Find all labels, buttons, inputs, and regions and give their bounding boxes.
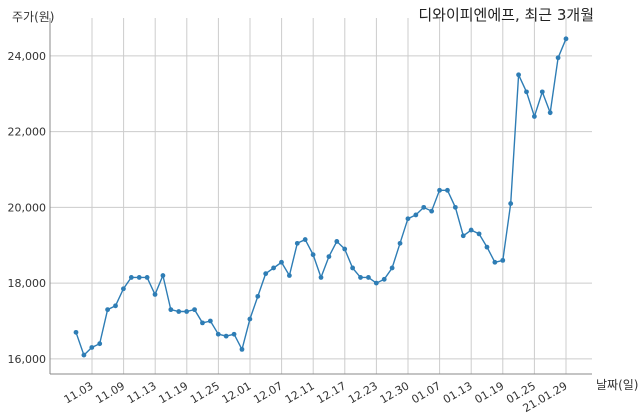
data-point	[152, 292, 158, 297]
data-point	[184, 309, 190, 314]
x-tick-label: 11.25	[188, 379, 222, 406]
data-point	[89, 345, 95, 350]
data-point	[421, 204, 427, 210]
data-point	[539, 89, 545, 95]
x-tick-label: 11.03	[62, 379, 96, 406]
y-tick-label: 20,000	[8, 201, 47, 214]
axes	[49, 18, 592, 375]
data-point	[247, 316, 253, 322]
data-point	[445, 187, 450, 193]
data-point	[516, 72, 521, 78]
data-point	[484, 244, 490, 250]
data-point	[334, 239, 340, 244]
data-point	[231, 331, 237, 337]
data-point	[215, 331, 221, 337]
x-tick-labels: 11.0311.0911.1311.1911.2512.0112.0712.11…	[62, 379, 570, 414]
x-tick-label: 01.13	[441, 379, 475, 406]
data-point	[476, 231, 482, 237]
data-point	[373, 280, 379, 286]
data-point	[294, 240, 300, 246]
data-point	[223, 333, 229, 339]
x-tick-label: 11.19	[157, 379, 191, 406]
data-point	[326, 254, 332, 259]
data-point	[255, 293, 261, 299]
data-point	[207, 318, 213, 324]
x-tick-label: 12.23	[346, 379, 380, 406]
data-point	[105, 307, 111, 313]
grid-lines	[50, 18, 592, 374]
data-point	[239, 346, 245, 352]
data-point	[555, 55, 561, 61]
data-point	[500, 257, 506, 263]
data-point	[192, 307, 197, 313]
x-tick-label: 12.17	[315, 379, 349, 406]
x-tick-label: 01.19	[473, 379, 507, 406]
data-point	[310, 252, 316, 258]
data-point	[381, 276, 387, 282]
y-tick-labels: 16,000 18,000 20,000 22,000 24,000	[8, 50, 47, 366]
data-point	[468, 227, 474, 233]
data-point	[492, 259, 498, 265]
data-point	[460, 233, 466, 239]
data-point	[176, 309, 182, 314]
x-tick-label: 11.09	[93, 379, 127, 406]
data-point	[342, 246, 348, 252]
x-tick-label: 12.30	[378, 379, 412, 406]
price-series	[73, 36, 569, 358]
data-point	[279, 259, 284, 265]
data-point	[508, 201, 514, 206]
x-tick-label: 12.01	[220, 379, 254, 406]
x-tick-label: 01.07	[409, 379, 443, 406]
data-point	[121, 286, 126, 292]
data-point	[200, 320, 205, 326]
data-point	[271, 265, 276, 271]
y-tick-label: 16,000	[8, 353, 47, 366]
data-point	[524, 89, 529, 95]
data-point	[405, 216, 411, 222]
x-tick-label: 12.07	[251, 379, 285, 406]
data-point	[97, 341, 103, 347]
data-point	[437, 187, 442, 193]
data-point	[81, 352, 87, 358]
data-point	[389, 265, 395, 271]
data-point	[531, 114, 537, 119]
data-point	[73, 329, 79, 335]
y-tick-label: 18,000	[8, 277, 47, 290]
data-point	[263, 271, 269, 277]
data-point	[168, 307, 174, 313]
data-point	[366, 275, 371, 280]
data-point	[160, 273, 166, 278]
data-point	[547, 110, 553, 116]
x-tick-label: 12.11	[283, 379, 317, 406]
data-point	[563, 36, 569, 42]
data-point	[318, 275, 324, 280]
y-tick-label: 22,000	[8, 126, 47, 139]
y-axis-label: 주가(원)	[12, 10, 55, 24]
x-axis-label: 날짜(일)	[596, 378, 639, 392]
data-point	[413, 212, 419, 218]
data-point	[136, 275, 142, 280]
data-point	[429, 208, 435, 214]
y-tick-label: 24,000	[8, 50, 47, 63]
data-point	[286, 273, 292, 278]
data-point	[113, 303, 118, 309]
data-point	[144, 275, 150, 280]
data-point	[397, 240, 403, 246]
data-point	[452, 204, 458, 210]
chart-title: 디와이피엔에프, 최근 3개월	[418, 6, 594, 24]
price-line	[75, 38, 567, 357]
x-tick-label: 11.13	[125, 379, 159, 406]
data-point	[302, 237, 308, 242]
data-point	[350, 265, 356, 271]
data-point	[358, 275, 363, 280]
data-point	[128, 275, 134, 280]
